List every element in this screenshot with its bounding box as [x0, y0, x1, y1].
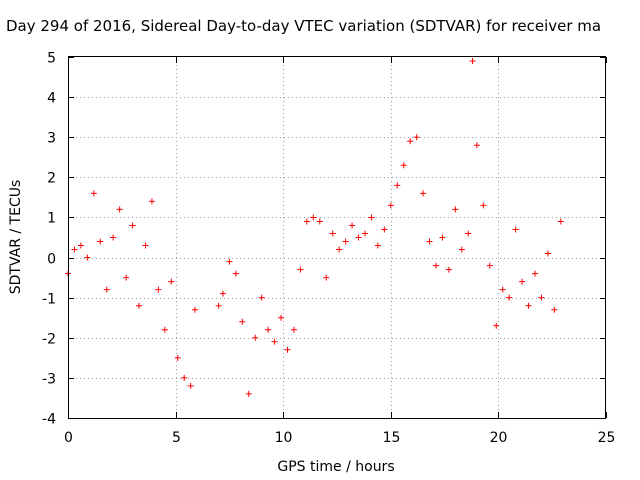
y-tick-label-7: 3 [47, 131, 56, 147]
data-point [245, 390, 252, 397]
data-point [336, 246, 343, 253]
data-point [303, 218, 310, 225]
data-point [191, 306, 198, 313]
data-point [215, 302, 222, 309]
data-point [426, 238, 433, 245]
data-point [473, 142, 480, 149]
x-axis-label: GPS time / hours [277, 459, 394, 475]
data-point [531, 270, 538, 277]
data-point [445, 266, 452, 273]
y-tick-label-1: -3 [42, 372, 56, 388]
data-point [97, 238, 104, 245]
data-point [458, 246, 465, 253]
data-point [226, 258, 233, 265]
data-point [469, 58, 476, 65]
chart-title: Day 294 of 2016, Sidereal Day-to-day VTE… [6, 17, 601, 35]
x-tick-label-2: 10 [275, 430, 293, 446]
data-point [181, 374, 188, 381]
data-point [187, 382, 194, 389]
y-axis-label: SDTVAR / TECUs [8, 180, 24, 295]
data-point [355, 234, 362, 241]
data-point [544, 250, 551, 257]
data-point [342, 238, 349, 245]
data-point [71, 246, 78, 253]
data-points [65, 58, 564, 397]
data-point [557, 218, 564, 225]
data-point [142, 242, 149, 249]
data-point [499, 286, 506, 293]
data-point [148, 198, 155, 205]
data-point [486, 262, 493, 269]
data-point [310, 214, 317, 221]
data-point [252, 334, 259, 341]
data-point [90, 190, 97, 197]
data-point [512, 226, 519, 233]
data-point [155, 286, 162, 293]
x-tick-label-1: 5 [172, 430, 181, 446]
data-point [361, 230, 368, 237]
data-point [77, 242, 84, 249]
y-tick-label-0: -4 [42, 412, 56, 428]
data-point [239, 318, 246, 325]
axis-ticks: 0 5 10 15 20 25 -4 -3 -2 -1 0 1 2 3 4 5 [42, 51, 615, 447]
data-point [374, 242, 381, 249]
data-point [394, 182, 401, 189]
data-point [290, 326, 297, 333]
y-tick-label-3: -1 [42, 292, 56, 308]
data-point [525, 302, 532, 309]
data-point [116, 206, 123, 213]
y-tick-label-2: -2 [42, 332, 56, 348]
data-point [480, 202, 487, 209]
data-point [265, 326, 272, 333]
data-point [136, 302, 143, 309]
data-point [174, 354, 181, 361]
data-point [316, 218, 323, 225]
data-point [551, 306, 558, 313]
data-point [407, 138, 414, 145]
data-point [271, 338, 278, 345]
x-tick-label-5: 25 [598, 430, 616, 446]
data-point [506, 294, 513, 301]
data-point [129, 222, 136, 229]
y-tick-label-5: 1 [47, 211, 56, 227]
data-point [493, 322, 500, 329]
y-tick-label-6: 2 [47, 171, 56, 187]
data-point [232, 270, 239, 277]
data-point [168, 278, 175, 285]
data-point [219, 290, 226, 297]
data-point [465, 230, 472, 237]
x-tick-label-4: 20 [490, 430, 508, 446]
data-point [258, 294, 265, 301]
data-point [84, 254, 91, 261]
data-point [297, 266, 304, 273]
grid-layer [68, 57, 606, 418]
data-point [400, 162, 407, 169]
data-point [387, 202, 394, 209]
y-tick-label-9: 5 [47, 51, 56, 67]
data-point [123, 274, 130, 281]
data-point [432, 262, 439, 269]
data-point [161, 326, 168, 333]
plot-frame [68, 56, 606, 419]
x-tick-label-3: 15 [383, 430, 401, 446]
data-point [413, 134, 420, 141]
x-tick-label-0: 0 [64, 430, 73, 446]
data-point [278, 314, 285, 321]
data-point [420, 190, 427, 197]
data-point [103, 286, 110, 293]
data-point [439, 234, 446, 241]
data-point [538, 294, 545, 301]
data-point [452, 206, 459, 213]
data-point [368, 214, 375, 221]
y-tick-label-4: 0 [47, 252, 56, 268]
data-point [323, 274, 330, 281]
data-point [329, 230, 336, 237]
y-tick-label-8: 4 [47, 91, 56, 107]
data-point [519, 278, 526, 285]
data-point [110, 234, 117, 241]
data-point [381, 226, 388, 233]
data-point [349, 222, 356, 229]
data-point [284, 346, 291, 353]
